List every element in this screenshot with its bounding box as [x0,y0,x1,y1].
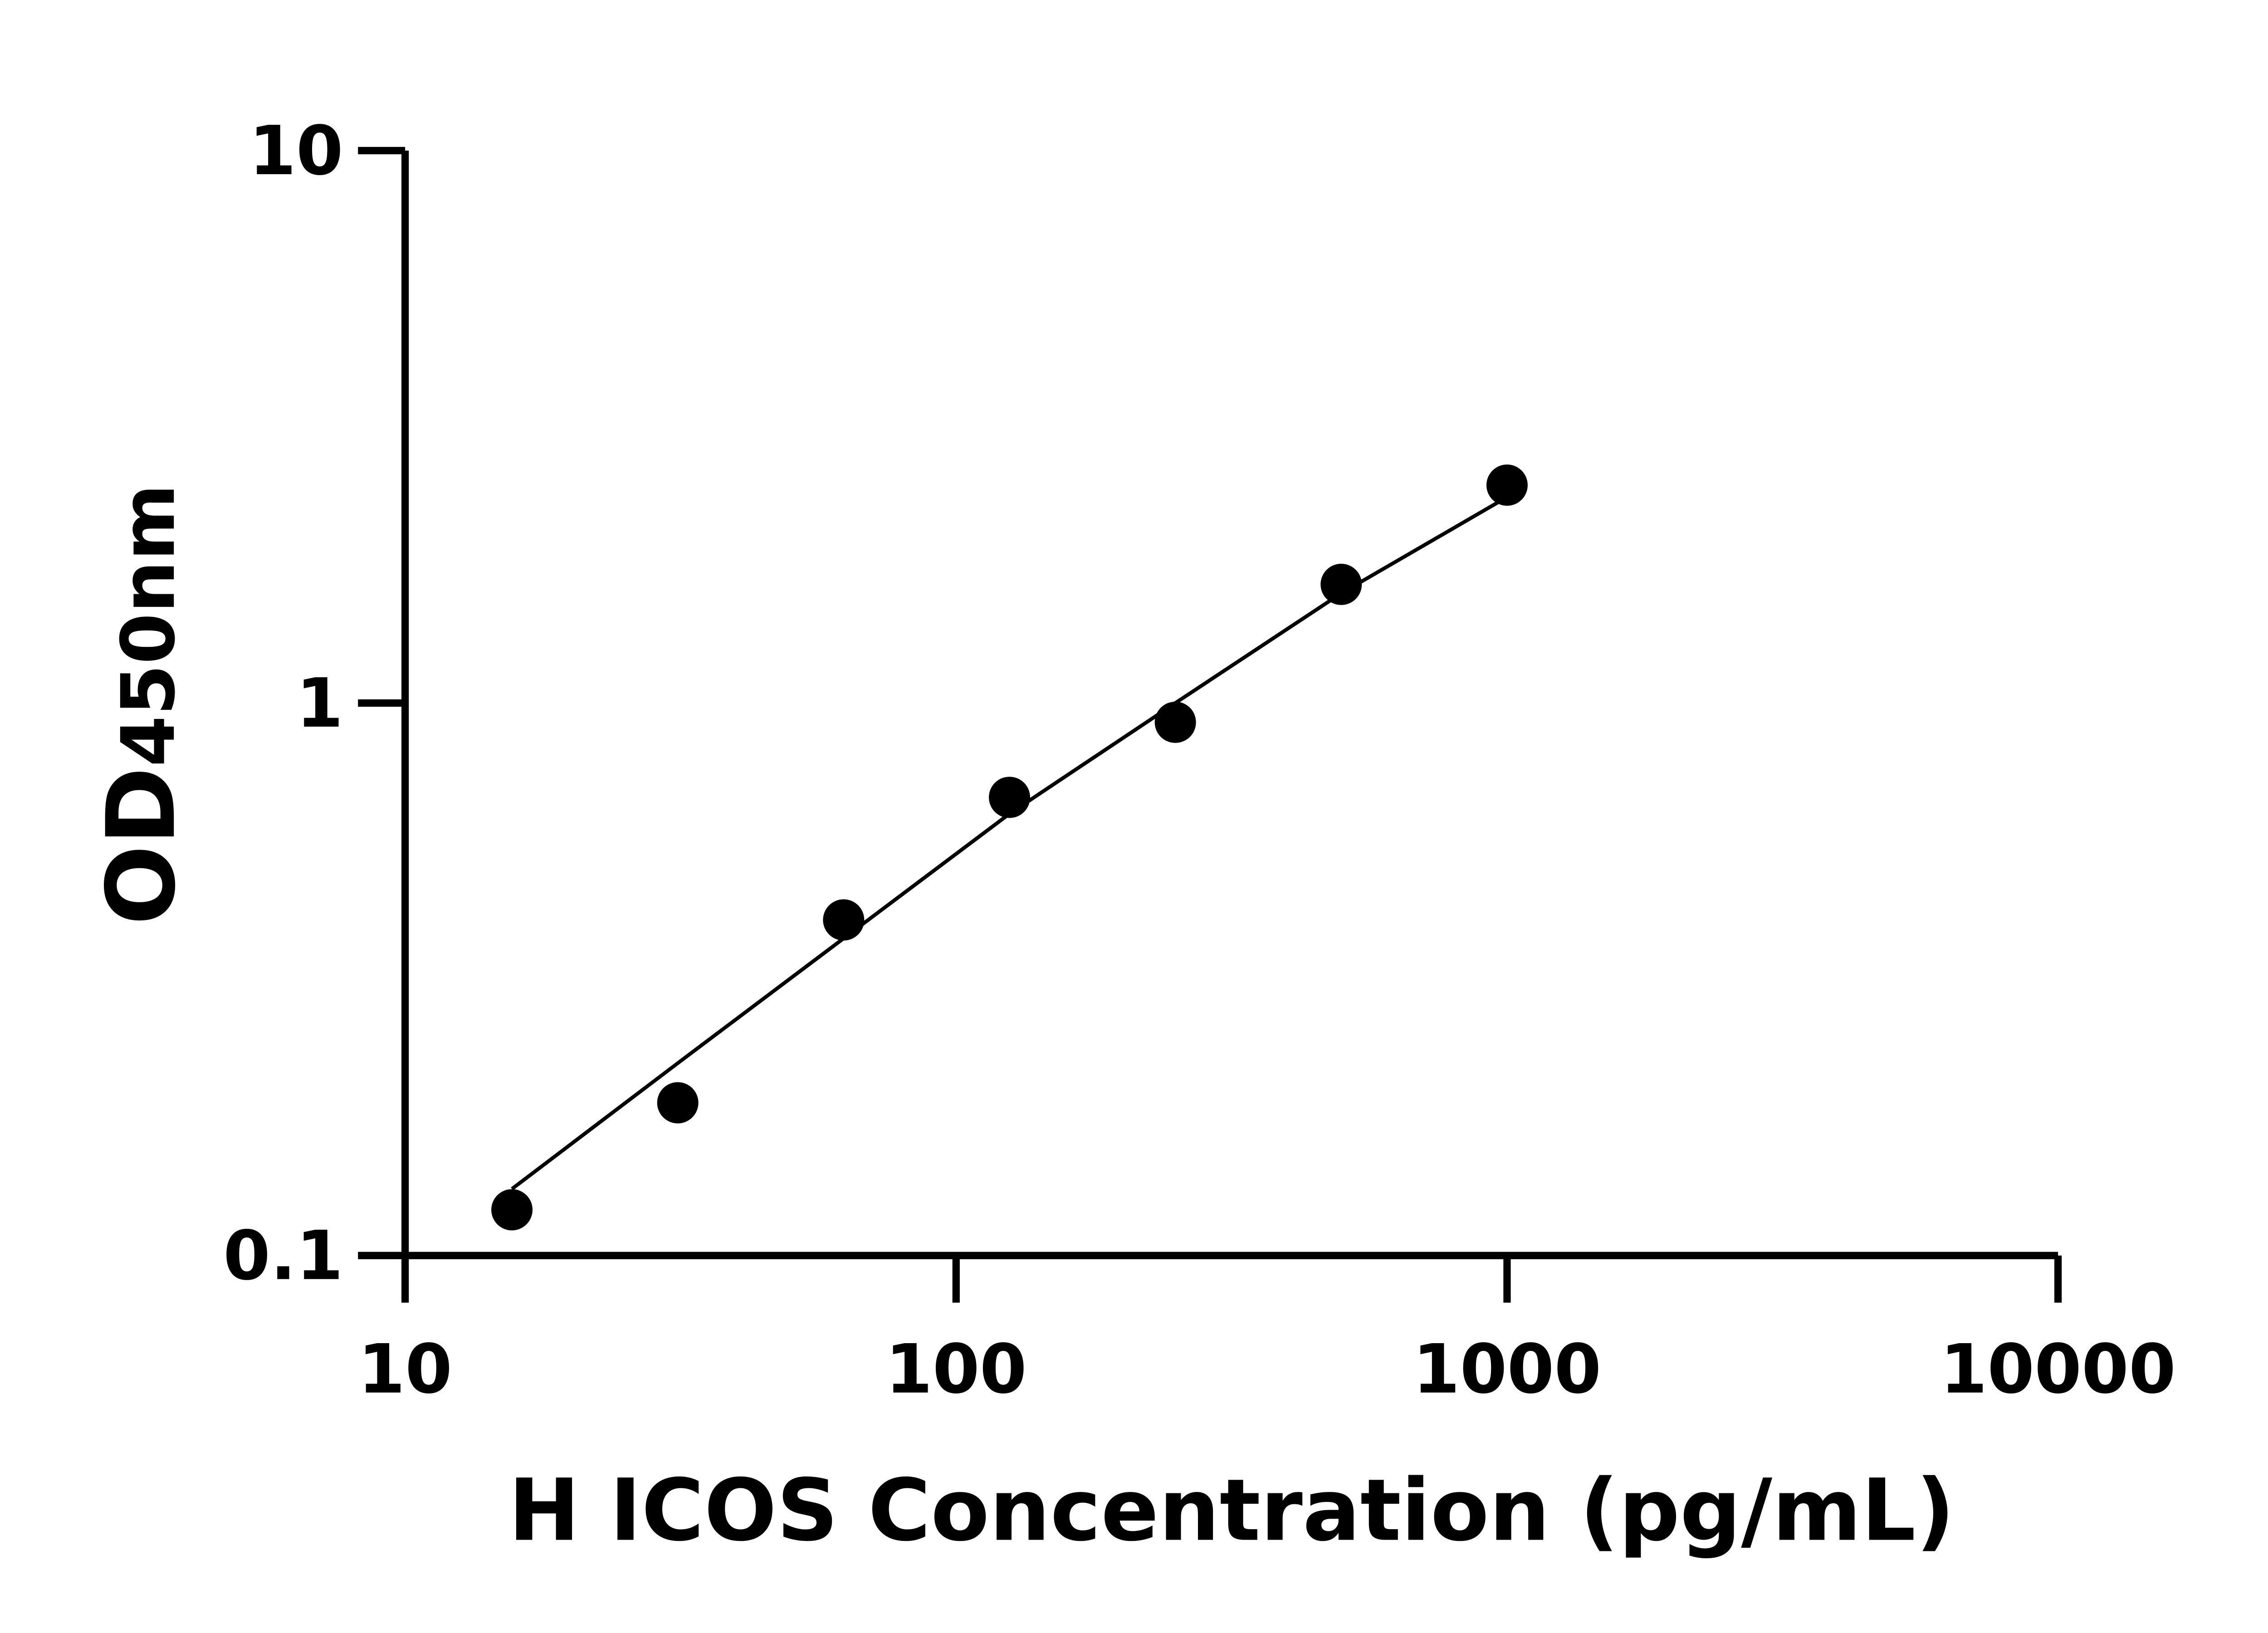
data-point [1320,563,1362,605]
data-point [491,1189,533,1231]
axes [358,147,2062,1303]
x-tick-label: 1000 [1413,1330,1602,1409]
y-axis-label: OD450nm [87,484,196,925]
data-point [823,899,865,941]
x-tick-label: 10 [358,1330,452,1409]
fit-curve [511,495,1508,1191]
x-tick-label: 100 [885,1330,1027,1409]
x-axis-label: H ICOS Concentration (pg/mL) [508,1461,1955,1560]
y-axis-label-main: OD [87,767,196,925]
data-point [657,1082,699,1124]
data-point [1154,701,1196,743]
data-point [989,777,1030,818]
x-tick-label: 10000 [1940,1330,2176,1409]
y-tick-label: 1 [296,664,343,743]
data-points [491,464,1528,1231]
y-tick-label: 0.1 [223,1217,343,1296]
data-point [1486,464,1528,506]
y-axis-label-sub: 450nm [106,484,191,767]
y-tick-label: 10 [249,112,343,191]
tick-labels: 10 100 1000 10000 0.1 1 10 [223,112,2176,1409]
